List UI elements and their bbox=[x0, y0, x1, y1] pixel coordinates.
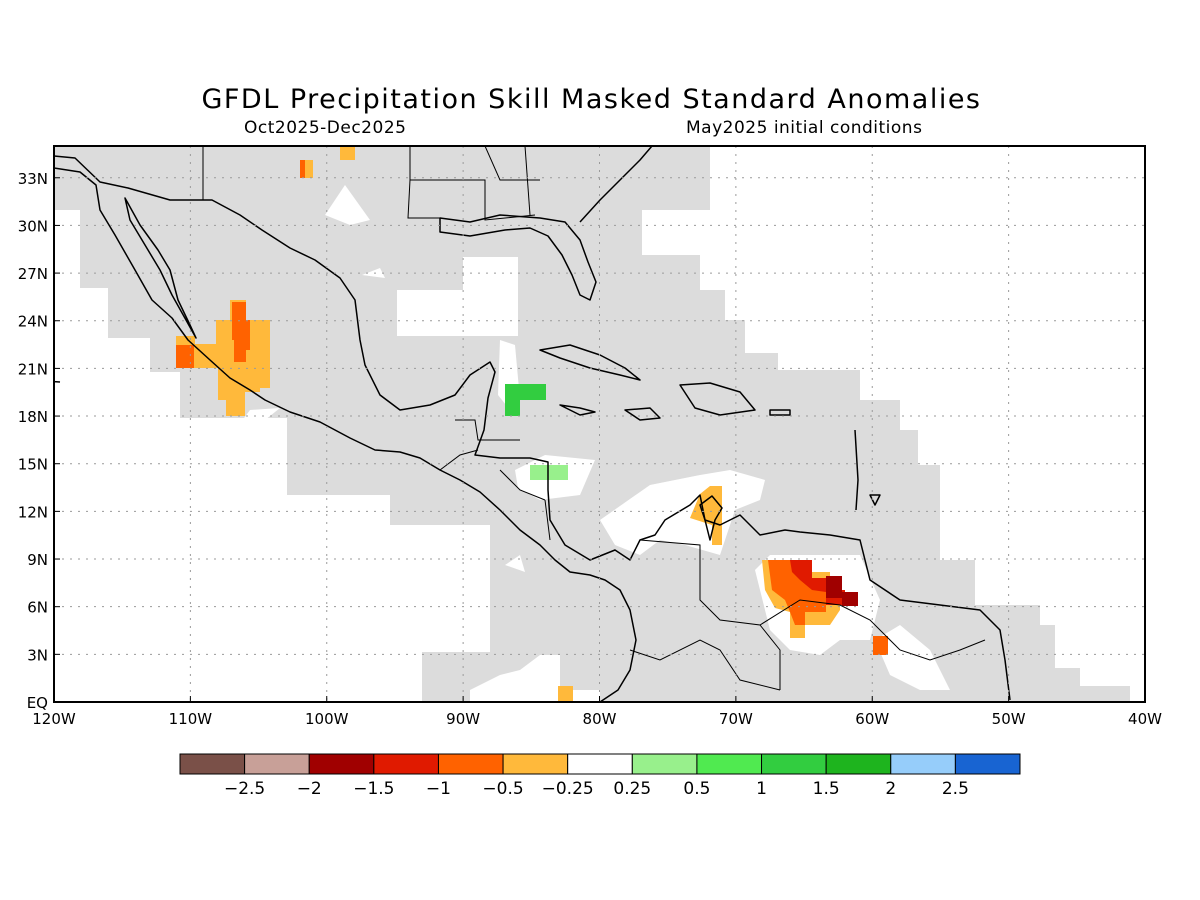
legend-swatch bbox=[179, 753, 246, 775]
forecast-period: Oct2025-Dec2025 bbox=[244, 118, 407, 138]
lon-tick-label: 40W bbox=[1128, 710, 1162, 728]
lon-tick-label: 70W bbox=[719, 710, 753, 728]
anomaly-patch bbox=[558, 686, 573, 702]
lat-tick-label: 27N bbox=[18, 265, 48, 283]
lon-tick-label: 120W bbox=[32, 710, 76, 728]
legend-label: −0.5 bbox=[482, 779, 523, 799]
legend-label: −0.25 bbox=[542, 779, 594, 799]
legend-label: −1.5 bbox=[353, 779, 394, 799]
lat-tick-label: 9N bbox=[27, 551, 48, 569]
anomaly-patch bbox=[690, 486, 722, 545]
lat-tick-label: 15N bbox=[18, 456, 48, 474]
legend-swatch bbox=[631, 753, 698, 775]
legend-label: 0.5 bbox=[683, 779, 710, 799]
lat-tick-label: 12N bbox=[18, 503, 48, 521]
lat-tick-label: 33N bbox=[18, 170, 48, 188]
legend-swatch bbox=[761, 753, 827, 775]
legend-label: 2 bbox=[885, 779, 896, 799]
anomaly-patches bbox=[176, 146, 888, 702]
lat-tick-label: 21N bbox=[18, 360, 48, 378]
borders bbox=[202, 146, 986, 691]
legend-label: 1.5 bbox=[813, 779, 840, 799]
legend-label: 2.5 bbox=[942, 779, 969, 799]
skill-mask bbox=[54, 146, 1130, 702]
legend-label: 1 bbox=[756, 779, 767, 799]
legend-label: −2.5 bbox=[224, 779, 265, 799]
anomaly-patch bbox=[232, 302, 250, 362]
anomaly-patch bbox=[768, 560, 826, 625]
anomaly-patch bbox=[505, 384, 546, 416]
legend-swatch bbox=[890, 753, 956, 775]
lat-tick-label: 6N bbox=[27, 599, 48, 617]
lat-tick-label: 24N bbox=[18, 313, 48, 331]
lon-tick-label: 100W bbox=[305, 710, 349, 728]
longitude-labels: 120W 110W 100W 90W 80W 70W 60W 50W 40W bbox=[32, 696, 1162, 728]
legend-swatch bbox=[244, 753, 310, 775]
latitude-labels: EQ 3N 6N 9N 12N 15N 18N 21N 24N 27N 30N 33N bbox=[18, 170, 60, 712]
lat-tick-label: 18N bbox=[18, 408, 48, 426]
anomaly-patch bbox=[873, 636, 888, 655]
legend-label: −2 bbox=[297, 779, 322, 799]
legend-swatch bbox=[502, 753, 569, 775]
lat-tick-label: 30N bbox=[18, 217, 48, 235]
lat-tick-label: 3N bbox=[27, 646, 48, 664]
initial-conditions: May2025 initial conditions bbox=[686, 118, 923, 138]
anomaly-patch bbox=[305, 160, 313, 178]
anomaly-patch bbox=[176, 345, 194, 368]
lon-tick-label: 60W bbox=[855, 710, 889, 728]
legend-label: −1 bbox=[426, 779, 451, 799]
gridlines bbox=[54, 146, 1145, 702]
lat-tick-label: EQ bbox=[27, 694, 48, 712]
anomaly-patch bbox=[826, 576, 858, 606]
lon-tick-label: 90W bbox=[446, 710, 480, 728]
lon-tick-label: 80W bbox=[583, 710, 617, 728]
legend-swatch bbox=[308, 753, 375, 775]
legend-swatch bbox=[696, 753, 763, 775]
map-title: GFDL Precipitation Skill Masked Standard… bbox=[201, 84, 982, 115]
legend-swatch bbox=[437, 753, 504, 775]
color-legend: −2.5 −2 −1.5 −1 −0.5 −0.25 0.25 0.5 1 1.5 2 2.5 bbox=[179, 753, 1021, 799]
legend-swatch bbox=[373, 753, 439, 775]
anomaly-patch bbox=[340, 146, 355, 160]
legend-swatch bbox=[954, 753, 1021, 775]
anomaly-patch bbox=[530, 465, 568, 480]
legend-swatch bbox=[567, 753, 633, 775]
legend-swatch bbox=[825, 753, 892, 775]
lon-tick-label: 50W bbox=[992, 710, 1026, 728]
lon-tick-label: 110W bbox=[169, 710, 213, 728]
legend-label: 0.25 bbox=[613, 779, 651, 799]
